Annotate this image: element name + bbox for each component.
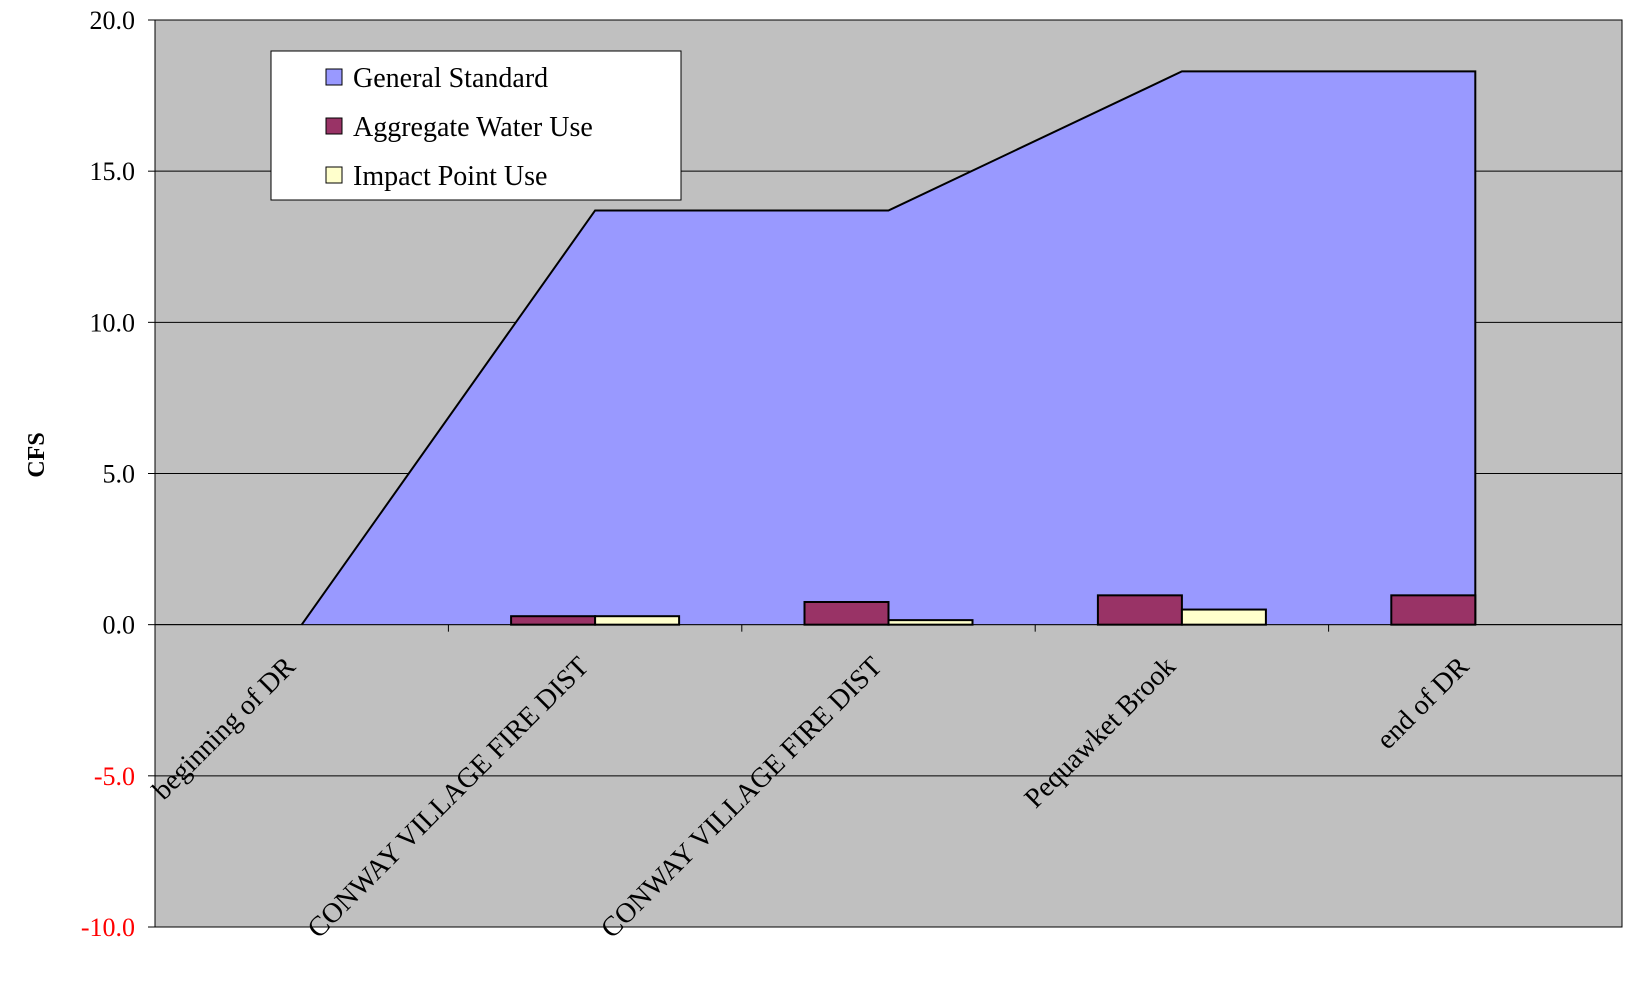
bar-impact-point-use (1180, 608, 1267, 626)
legend-item-general-standard: General Standard (325, 63, 548, 94)
bar-aggregate-water-use (1096, 594, 1183, 626)
y-tick-labels: 20.0 15.0 10.0 5.0 0.0 -5.0 -10.0 (81, 6, 135, 942)
legend-label-aggregate-water-use: Aggregate Water Use (353, 112, 593, 143)
legend-swatch-aggregate-water-use (325, 117, 343, 135)
area-general-standard (301, 71, 1476, 625)
legend-label-general-standard: General Standard (353, 63, 548, 94)
axes-layer (148, 19, 1623, 928)
legend-label-impact-point-use: Impact Point Use (353, 161, 547, 192)
area-layer (300, 70, 1477, 626)
y-tick-label: 0.0 (103, 611, 136, 640)
y-tick-label: 15.0 (90, 157, 136, 186)
y-tick-label: -10.0 (81, 913, 135, 942)
bar-aggregate-water-use (1390, 594, 1477, 626)
y-tick-label: 5.0 (103, 460, 136, 489)
legend-swatch-general-standard (325, 68, 343, 86)
bar-aggregate-water-use (510, 615, 597, 626)
bar-impact-point-use (594, 615, 681, 626)
y-tick-label: -5.0 (94, 762, 135, 791)
area-outline-general-standard (300, 70, 1477, 626)
y-axis-title: CFS (24, 432, 50, 477)
legend: General Standard Aggregate Water Use Imp… (270, 50, 682, 201)
legend-item-impact-point-use: Impact Point Use (325, 161, 547, 192)
bar-impact-point-use (887, 619, 974, 626)
y-tick-label: 10.0 (90, 308, 136, 337)
legend-swatch-impact-point-use (325, 166, 343, 184)
y-tick-label: 20.0 (90, 6, 136, 35)
plot-border (154, 19, 1623, 928)
legend-item-aggregate-water-use: Aggregate Water Use (325, 112, 593, 143)
bar-aggregate-water-use (803, 600, 890, 626)
